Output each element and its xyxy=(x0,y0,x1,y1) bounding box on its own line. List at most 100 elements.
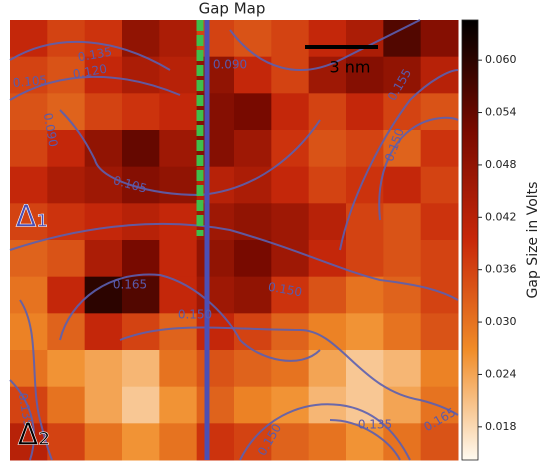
colorbar-tick-label: 0.054 xyxy=(485,106,517,119)
heatmap-cell xyxy=(234,130,272,167)
heatmap-cell xyxy=(421,313,459,350)
heatmap-cell xyxy=(271,20,309,57)
heatmap-cell xyxy=(85,350,123,387)
heatmap-cell xyxy=(10,93,48,130)
heatmap-cell xyxy=(309,423,347,460)
heatmap-cell xyxy=(234,20,272,57)
heatmap-cell xyxy=(197,423,235,460)
contour-label: 0.165 xyxy=(113,278,147,292)
heatmap-cell xyxy=(85,93,123,130)
heatmap-cell xyxy=(85,387,123,424)
heatmap-cell xyxy=(47,387,85,424)
heatmap-cell xyxy=(47,277,85,314)
heatmap-cell xyxy=(85,423,123,460)
heatmap-cell xyxy=(421,130,459,167)
heatmap-cell xyxy=(383,240,421,277)
colorbar-tick-label: 0.048 xyxy=(485,158,517,171)
heatmap-cell xyxy=(383,20,421,57)
heatmap-cell xyxy=(271,130,309,167)
contour-label: 0.135 xyxy=(358,418,392,432)
heatmap-cell xyxy=(383,313,421,350)
heatmap-cell xyxy=(421,20,459,57)
heatmap-cell xyxy=(122,130,160,167)
heatmap-cell xyxy=(421,57,459,94)
colorbar-tick-label: 0.036 xyxy=(485,263,517,276)
heatmap-cell xyxy=(234,387,272,424)
heatmap-cell xyxy=(85,203,123,240)
heatmap-cell xyxy=(346,93,384,130)
heatmap-cell xyxy=(383,350,421,387)
heatmap-cell xyxy=(10,240,48,277)
heatmap-cell xyxy=(383,203,421,240)
colorbar-tick-label: 0.018 xyxy=(485,420,517,433)
heatmap-cell xyxy=(234,277,272,314)
heatmap-cell xyxy=(122,350,160,387)
heatmap-cell xyxy=(271,57,309,94)
heatmap-cell xyxy=(421,167,459,204)
heatmap-cell xyxy=(309,130,347,167)
heatmap-cell xyxy=(47,350,85,387)
heatmap-cell xyxy=(271,167,309,204)
heatmap-cell xyxy=(346,313,384,350)
heatmap-cell xyxy=(159,130,197,167)
heatmap-cell xyxy=(271,203,309,240)
colorbar-tick-label: 0.024 xyxy=(485,367,517,380)
contour-label: 0.105 xyxy=(12,73,47,90)
heatmap-cell xyxy=(159,167,197,204)
heatmap-cell xyxy=(10,277,48,314)
heatmap-cell xyxy=(421,203,459,240)
heatmap-cell xyxy=(309,203,347,240)
colorbar xyxy=(462,20,478,460)
heatmap-cell xyxy=(85,130,123,167)
colorbar-tick-label: 0.030 xyxy=(485,315,517,328)
heatmap-cell xyxy=(10,130,48,167)
heatmap-cell xyxy=(159,20,197,57)
colorbar-tick-label: 0.060 xyxy=(485,53,517,66)
heatmap-cell xyxy=(234,93,272,130)
contour-label: 0.150 xyxy=(178,308,212,322)
heatmap-cell xyxy=(159,203,197,240)
heatmap-cell xyxy=(47,167,85,204)
heatmap-cell xyxy=(346,167,384,204)
region-label: Δ₁ xyxy=(16,200,49,235)
heatmap-cell xyxy=(271,350,309,387)
heatmap-cell xyxy=(346,20,384,57)
heatmap-cell xyxy=(10,167,48,204)
heatmap-cell xyxy=(197,240,235,277)
heatmap-cell xyxy=(159,387,197,424)
heatmap-cell xyxy=(234,240,272,277)
region-label: Δ₂ xyxy=(18,418,51,453)
heatmap-cell xyxy=(122,240,160,277)
heatmap-cell xyxy=(234,313,272,350)
heatmap-cell xyxy=(122,313,160,350)
heatmap-cell xyxy=(421,93,459,130)
heatmap-cell xyxy=(159,350,197,387)
heatmap-cell xyxy=(159,93,197,130)
contour-label: 0.090 xyxy=(213,58,247,72)
heatmap-cell xyxy=(421,277,459,314)
heatmap-cell xyxy=(47,240,85,277)
chart: 3 nm Gap Map Gap Size in Volts 0.018 0.02… xyxy=(0,0,550,468)
heatmap-cell xyxy=(122,203,160,240)
heatmap-cell xyxy=(309,277,347,314)
scale-bar-label: 3 nm xyxy=(330,58,371,77)
heatmap-cell xyxy=(309,20,347,57)
heatmap-cell xyxy=(197,350,235,387)
heatmap-cell xyxy=(85,240,123,277)
heatmap-cell xyxy=(309,167,347,204)
colorbar-tick-label: 0.042 xyxy=(485,210,517,223)
heatmap-cell xyxy=(309,93,347,130)
heatmap-cell xyxy=(122,20,160,57)
heatmap-cell xyxy=(197,387,235,424)
heatmap-cell xyxy=(122,387,160,424)
colorbar-label: Gap Size in Volts xyxy=(525,182,541,299)
heatmap-cell xyxy=(159,423,197,460)
heatmap-cell xyxy=(383,167,421,204)
heatmap-cell xyxy=(421,240,459,277)
heatmap-cell xyxy=(421,350,459,387)
chart-title: Gap Map xyxy=(199,0,266,18)
heatmap-cell xyxy=(122,423,160,460)
heatmap-cell xyxy=(47,313,85,350)
heatmap-cell xyxy=(159,240,197,277)
heatmap-cell xyxy=(234,203,272,240)
